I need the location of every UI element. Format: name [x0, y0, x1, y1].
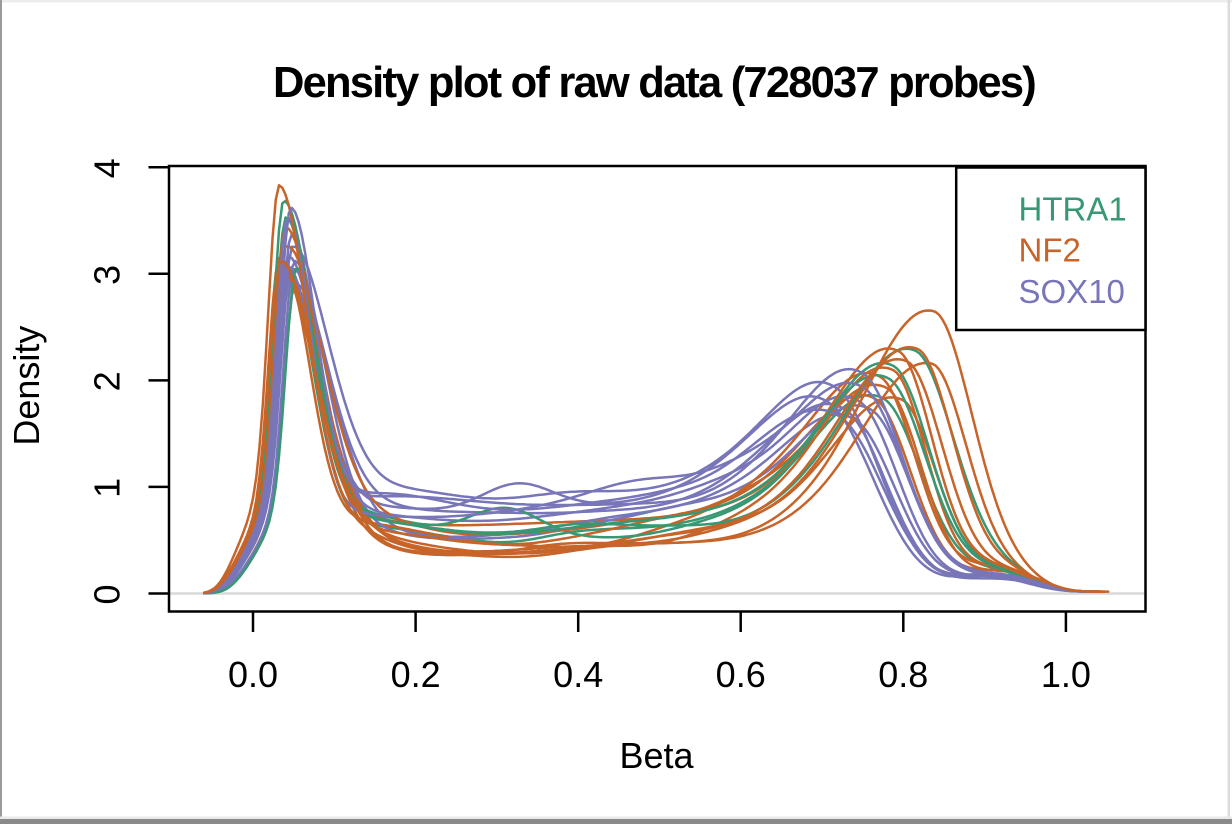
svg-text:1: 1: [87, 478, 128, 498]
svg-text:2: 2: [87, 371, 128, 391]
svg-text:0.4: 0.4: [553, 654, 603, 695]
svg-text:Beta: Beta: [619, 735, 694, 776]
svg-text:0.2: 0.2: [391, 654, 441, 695]
svg-text:Density plot of raw data (7280: Density plot of raw data (728037 probes): [273, 59, 1035, 107]
svg-text:0.6: 0.6: [716, 654, 766, 695]
svg-text:NF2: NF2: [1019, 232, 1081, 269]
svg-text:0.8: 0.8: [878, 654, 928, 695]
svg-text:HTRA1: HTRA1: [1019, 190, 1127, 227]
svg-text:0.0: 0.0: [228, 654, 278, 695]
svg-text:SOX10: SOX10: [1019, 273, 1125, 310]
svg-text:1.0: 1.0: [1041, 654, 1091, 695]
svg-text:3: 3: [87, 265, 128, 285]
svg-text:0: 0: [87, 584, 128, 604]
svg-text:4: 4: [87, 158, 128, 178]
svg-text:Density: Density: [6, 326, 47, 446]
